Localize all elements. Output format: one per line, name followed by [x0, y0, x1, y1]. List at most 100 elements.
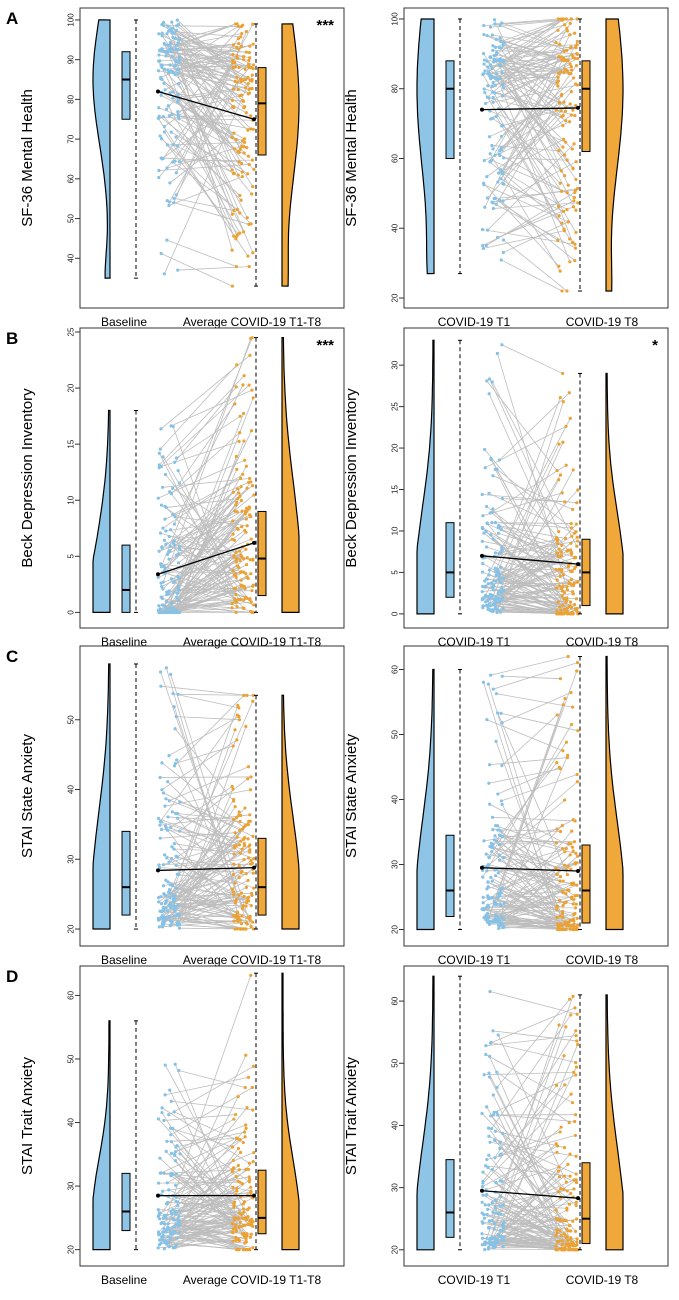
y-tick-label: 40 [391, 1120, 400, 1129]
point-baseline [168, 1229, 172, 1234]
violin-first [416, 339, 435, 615]
violin-second [281, 694, 300, 930]
paired-line [172, 426, 238, 607]
point-covid-19-t1 [499, 134, 504, 139]
paired-line [497, 91, 572, 183]
point-average-covid-19-t1-t8 [244, 885, 248, 890]
paired-line [170, 865, 240, 922]
point-covid-19-t1 [499, 146, 503, 150]
point-covid-19-t1 [491, 147, 495, 151]
paired-line [485, 1035, 577, 1047]
plot-frame [79, 965, 345, 1267]
point-baseline [158, 823, 162, 827]
point-baseline [176, 1221, 180, 1225]
x-category-label: Average COVID-19 T1-T8 [183, 1273, 322, 1287]
point-average-covid-19-t1-t8 [244, 1126, 248, 1131]
paired-line [160, 558, 238, 613]
point-average-covid-19-t1-t8 [238, 193, 242, 198]
mean-point [252, 117, 256, 122]
point-average-covid-19-t1-t8 [231, 569, 235, 573]
point-covid-19-t8 [573, 258, 577, 263]
point-average-covid-19-t1-t8 [248, 850, 252, 854]
point-average-covid-19-t1-t8 [240, 907, 245, 911]
point-baseline [163, 605, 167, 609]
point-average-covid-19-t1-t8 [234, 815, 239, 820]
paired-line [172, 144, 235, 174]
paired-line [178, 514, 250, 555]
point-covid-19-t1 [482, 1073, 486, 1077]
y-tick-label: 20 [391, 925, 400, 934]
point-covid-19-t8 [561, 400, 565, 404]
paired-line [164, 915, 234, 920]
point-average-covid-19-t1-t8 [237, 718, 242, 722]
point-covid-19-t8 [564, 1025, 568, 1029]
point-covid-19-t1 [496, 871, 500, 875]
point-baseline [156, 496, 160, 500]
point-covid-19-t1 [492, 1110, 496, 1114]
significance-marker: *** [316, 337, 334, 354]
point-covid-19-t8 [566, 1248, 571, 1252]
paired-line [160, 1137, 237, 1174]
point-covid-19-t1 [485, 603, 489, 607]
point-covid-19-t1 [500, 595, 505, 600]
point-covid-19-t8 [565, 191, 569, 195]
point-covid-19-t8 [555, 827, 559, 831]
point-average-covid-19-t1-t8 [236, 87, 240, 92]
point-baseline [157, 106, 161, 110]
point-covid-19-t8 [558, 677, 563, 681]
point-average-covid-19-t1-t8 [243, 512, 247, 516]
point-covid-19-t8 [563, 920, 567, 924]
point-covid-19-t1 [498, 833, 502, 838]
point-covid-19-t8 [560, 491, 564, 495]
point-covid-19-t8 [569, 690, 573, 695]
violin-first [92, 409, 111, 614]
paired-line [163, 74, 253, 274]
point-covid-19-t8 [557, 442, 561, 446]
point-covid-19-t8 [574, 208, 578, 212]
point-baseline [167, 914, 171, 919]
paired-line [161, 91, 245, 148]
point-baseline [163, 804, 167, 808]
point-average-covid-19-t1-t8 [237, 1216, 241, 1220]
point-covid-19-t8 [561, 1219, 566, 1223]
point-covid-19-t1 [490, 896, 494, 900]
data-points [480, 654, 580, 932]
point-covid-19-t8 [562, 1248, 567, 1252]
point-average-covid-19-t1-t8 [231, 872, 235, 877]
point-covid-19-t8 [555, 872, 559, 877]
paired-line [503, 1197, 561, 1238]
paired-line [492, 1169, 567, 1222]
point-average-covid-19-t1-t8 [242, 140, 247, 144]
paired-line [500, 65, 577, 172]
point-average-covid-19-t1-t8 [232, 555, 236, 559]
point-average-covid-19-t1-t8 [243, 67, 247, 71]
point-covid-19-t8 [568, 1174, 572, 1178]
y-tick-label: 100 [67, 13, 76, 27]
paired-line [483, 230, 565, 249]
point-average-covid-19-t1-t8 [235, 497, 240, 501]
point-covid-19-t8 [562, 1145, 567, 1150]
point-covid-19-t8 [564, 119, 568, 123]
point-covid-19-t1 [487, 96, 491, 100]
violin-first [416, 975, 435, 1251]
point-baseline [176, 71, 180, 75]
point-covid-19-t1 [486, 895, 490, 899]
paired-line [495, 605, 561, 615]
y-tick-label: 10 [391, 526, 400, 535]
point-average-covid-19-t1-t8 [251, 834, 255, 838]
point-covid-19-t1 [488, 763, 492, 767]
paired-line [497, 1034, 567, 1183]
paired-line [174, 894, 239, 912]
y-tick-label: 20 [391, 293, 400, 302]
point-covid-19-t8 [574, 103, 578, 108]
point-covid-19-t1 [501, 199, 505, 203]
y-tick-label: 100 [391, 12, 400, 26]
point-average-covid-19-t1-t8 [231, 43, 236, 47]
point-covid-19-t8 [576, 1248, 580, 1252]
y-tick-label: 80 [67, 94, 76, 103]
point-average-covid-19-t1-t8 [237, 875, 241, 880]
point-average-covid-19-t1-t8 [237, 843, 242, 847]
point-covid-19-t1 [490, 850, 494, 854]
paired-line [492, 1030, 577, 1042]
point-baseline [157, 604, 161, 608]
